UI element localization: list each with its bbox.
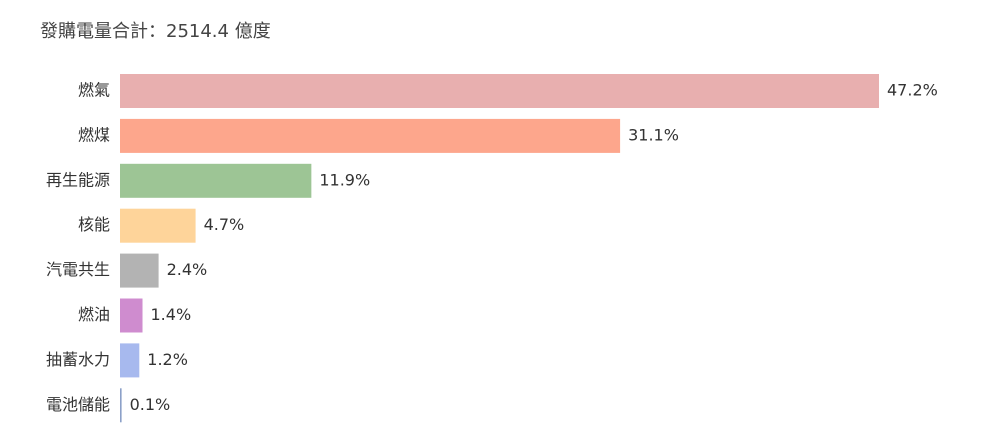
- chart-title: 發購電量合計：2514.4 億度: [40, 21, 271, 42]
- value-label: 0.1%: [130, 395, 171, 414]
- bar: [120, 253, 159, 288]
- category-label: 抽蓄水力: [46, 350, 110, 369]
- bar: [120, 343, 140, 378]
- value-label: 31.1%: [628, 125, 679, 144]
- category-label: 燃油: [78, 305, 110, 324]
- category-label: 汽電共生: [46, 260, 110, 279]
- bar: [120, 388, 122, 423]
- value-label: 11.9%: [319, 170, 370, 189]
- value-label: 1.4%: [151, 305, 192, 324]
- bar: [120, 208, 196, 243]
- category-label: 電池儲能: [46, 395, 110, 414]
- bar: [120, 163, 312, 198]
- bar: [120, 118, 621, 153]
- value-label: 1.2%: [147, 350, 188, 369]
- category-label: 核能: [78, 215, 110, 234]
- value-label: 2.4%: [167, 260, 208, 279]
- value-label: 47.2%: [887, 81, 938, 100]
- category-label: 燃氣: [78, 81, 110, 100]
- bar: [120, 74, 879, 108]
- bar: [120, 298, 143, 333]
- category-label: 再生能源: [46, 170, 110, 189]
- value-label: 4.7%: [204, 215, 245, 234]
- category-label: 燃煤: [78, 125, 110, 144]
